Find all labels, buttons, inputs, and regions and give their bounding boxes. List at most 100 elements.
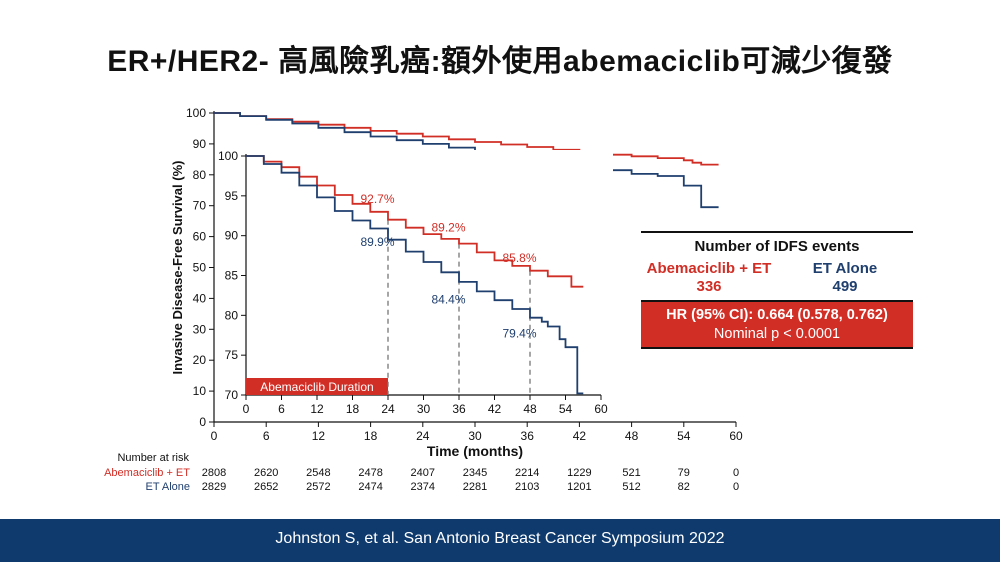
hazard-ratio-text: HR (95% CI): 0.664 (0.578, 0.762)	[666, 307, 888, 323]
risk-value: 79	[678, 467, 690, 479]
risk-value: 512	[622, 481, 640, 493]
risk-value: 2407	[411, 467, 435, 479]
risk-value: 2478	[358, 467, 382, 479]
inset-curve-et-alone	[246, 155, 584, 395]
risk-value: 2474	[358, 481, 382, 493]
inset-x-tick-label: 18	[346, 402, 360, 416]
main-x-tick-label: 0	[211, 429, 218, 443]
risk-value: 0	[733, 467, 739, 479]
inset-background	[218, 150, 613, 417]
inset-annotation-label: 89.2%	[432, 221, 466, 235]
inset-y-tick-label: 95	[225, 189, 239, 203]
risk-value: 2829	[202, 481, 226, 493]
risk-table-header: Number at risk	[117, 452, 189, 464]
main-y-tick-label: 20	[193, 353, 207, 367]
abemaciclib-duration-band	[246, 378, 388, 395]
main-x-tick-label: 42	[573, 429, 587, 443]
main-x-tick-label: 18	[364, 429, 378, 443]
risk-value: 1229	[567, 467, 591, 479]
inset-x-tick-label: 48	[523, 402, 537, 416]
risk-value: 2548	[306, 467, 330, 479]
idfs-arm2-label: ET Alone	[812, 260, 878, 277]
main-y-tick-label: 80	[193, 168, 207, 182]
idfs-arm2-events: 499	[832, 278, 858, 295]
inset-y-tick-label: 80	[225, 308, 239, 322]
risk-value: 2345	[463, 467, 487, 479]
risk-value: 82	[678, 481, 690, 493]
risk-value: 2620	[254, 467, 278, 479]
hazard-ratio-panel: HR (95% CI): 0.664 (0.578, 0.762) Nomina…	[641, 300, 913, 349]
main-x-tick-label: 12	[312, 429, 326, 443]
risk-value: 2374	[411, 481, 435, 493]
main-x-tick-label: 36	[521, 429, 535, 443]
inset-annotation-label: 84.4%	[432, 292, 466, 306]
inset-x-tick-label: 36	[452, 402, 466, 416]
main-x-tick-label: 54	[677, 429, 691, 443]
citation: Johnston S, et al. San Antonio Breast Ca…	[275, 530, 725, 547]
main-x-tick-label: 24	[416, 429, 430, 443]
risk-value: 2572	[306, 481, 330, 493]
idfs-title: Number of IDFS events	[641, 231, 913, 260]
risk-row-label: Abemaciclib + ET	[104, 467, 190, 479]
main-y-tick-label: 10	[193, 384, 207, 398]
risk-value: 2103	[515, 481, 539, 493]
inset-y-tick-label: 85	[225, 269, 239, 283]
inset-annotation-label: 92.7%	[361, 192, 395, 206]
slide-title: ER+/HER2- 高風險乳癌:額外使用abemaciclib可減少復發	[107, 45, 893, 78]
inset-curves	[246, 155, 584, 395]
risk-value: 1201	[567, 481, 591, 493]
main-y-tick-label: 60	[193, 230, 207, 244]
inset-x-tick-label: 42	[488, 402, 502, 416]
risk-value: 521	[622, 467, 640, 479]
idfs-events-box: Number of IDFS events Abemaciclib + ET 3…	[641, 231, 913, 349]
risk-value: 2808	[202, 467, 226, 479]
main-y-tick-label: 40	[193, 291, 207, 305]
p-value-text: Nominal p < 0.0001	[713, 326, 841, 342]
main-y-tick-label: 100	[186, 106, 206, 120]
risk-value: 0	[733, 481, 739, 493]
risk-row-label: ET Alone	[146, 481, 190, 493]
inset-annotation-label: 85.8%	[503, 251, 537, 265]
main-curve-abemaciclib	[214, 112, 719, 166]
inset-y-tick-label: 100	[218, 149, 238, 163]
inset-y-tick-label: 90	[225, 229, 239, 243]
main-x-tick-label: 30	[468, 429, 482, 443]
footer-bar: Johnston S, et al. San Antonio Breast Ca…	[0, 519, 1000, 562]
inset-x-tick-label: 6	[278, 402, 285, 416]
inset-y-tick-label: 70	[225, 388, 239, 402]
inset-x-tick-label: 12	[310, 402, 324, 416]
inset-x-tick-label: 30	[417, 402, 431, 416]
main-y-tick-label: 90	[193, 137, 207, 151]
main-x-axis-label: Time (months)	[427, 443, 523, 459]
inset-annotation-label: 89.9%	[361, 235, 395, 249]
idfs-arm-abemaciclib: Abemaciclib + ET 336	[641, 260, 777, 296]
inset-x-tick-label: 54	[559, 402, 573, 416]
main-x-tick-label: 60	[729, 429, 743, 443]
inset-x-tick-label: 0	[243, 402, 250, 416]
inset-x-tick-label: 60	[594, 402, 608, 416]
inset-annotation-label: 79.4%	[503, 327, 537, 341]
inset-x-tick-label: 24	[381, 402, 395, 416]
main-x-tick-label: 6	[263, 429, 270, 443]
main-y-tick-label: 0	[199, 415, 206, 429]
risk-table: Number at risk Abemaciclib + ET 2808 2620 25…	[104, 452, 739, 493]
main-y-axis-label: Invasive Disease-Free Survival (%)	[170, 161, 185, 375]
main-y-tick-label: 50	[193, 261, 207, 275]
risk-value: 2652	[254, 481, 278, 493]
idfs-arm1-label: Abemaciclib + ET	[646, 260, 772, 277]
main-y-tick-label: 70	[193, 199, 207, 213]
inset-annotations: 92.7% 89.2% 85.8% 89.9% 84.4% 79.4%	[361, 192, 537, 341]
idfs-arm1-events: 336	[696, 278, 722, 295]
abemaciclib-duration-label: Abemaciclib Duration	[260, 380, 373, 394]
inset-y-tick-label: 75	[225, 348, 239, 362]
main-x-tick-label: 48	[625, 429, 639, 443]
risk-value: 2214	[515, 467, 539, 479]
inset-panel	[218, 150, 613, 417]
inset-curve-abemaciclib	[246, 155, 584, 288]
idfs-arms: Abemaciclib + ET 336 ET Alone 499	[641, 260, 913, 296]
inset-axes: 70 75 80 85 90 95 100 0 6 12 18 24 30 36 42 48 54 60 Abema…	[218, 149, 608, 416]
idfs-arm-et-alone: ET Alone 499	[777, 260, 913, 296]
main-y-tick-label: 30	[193, 322, 207, 336]
